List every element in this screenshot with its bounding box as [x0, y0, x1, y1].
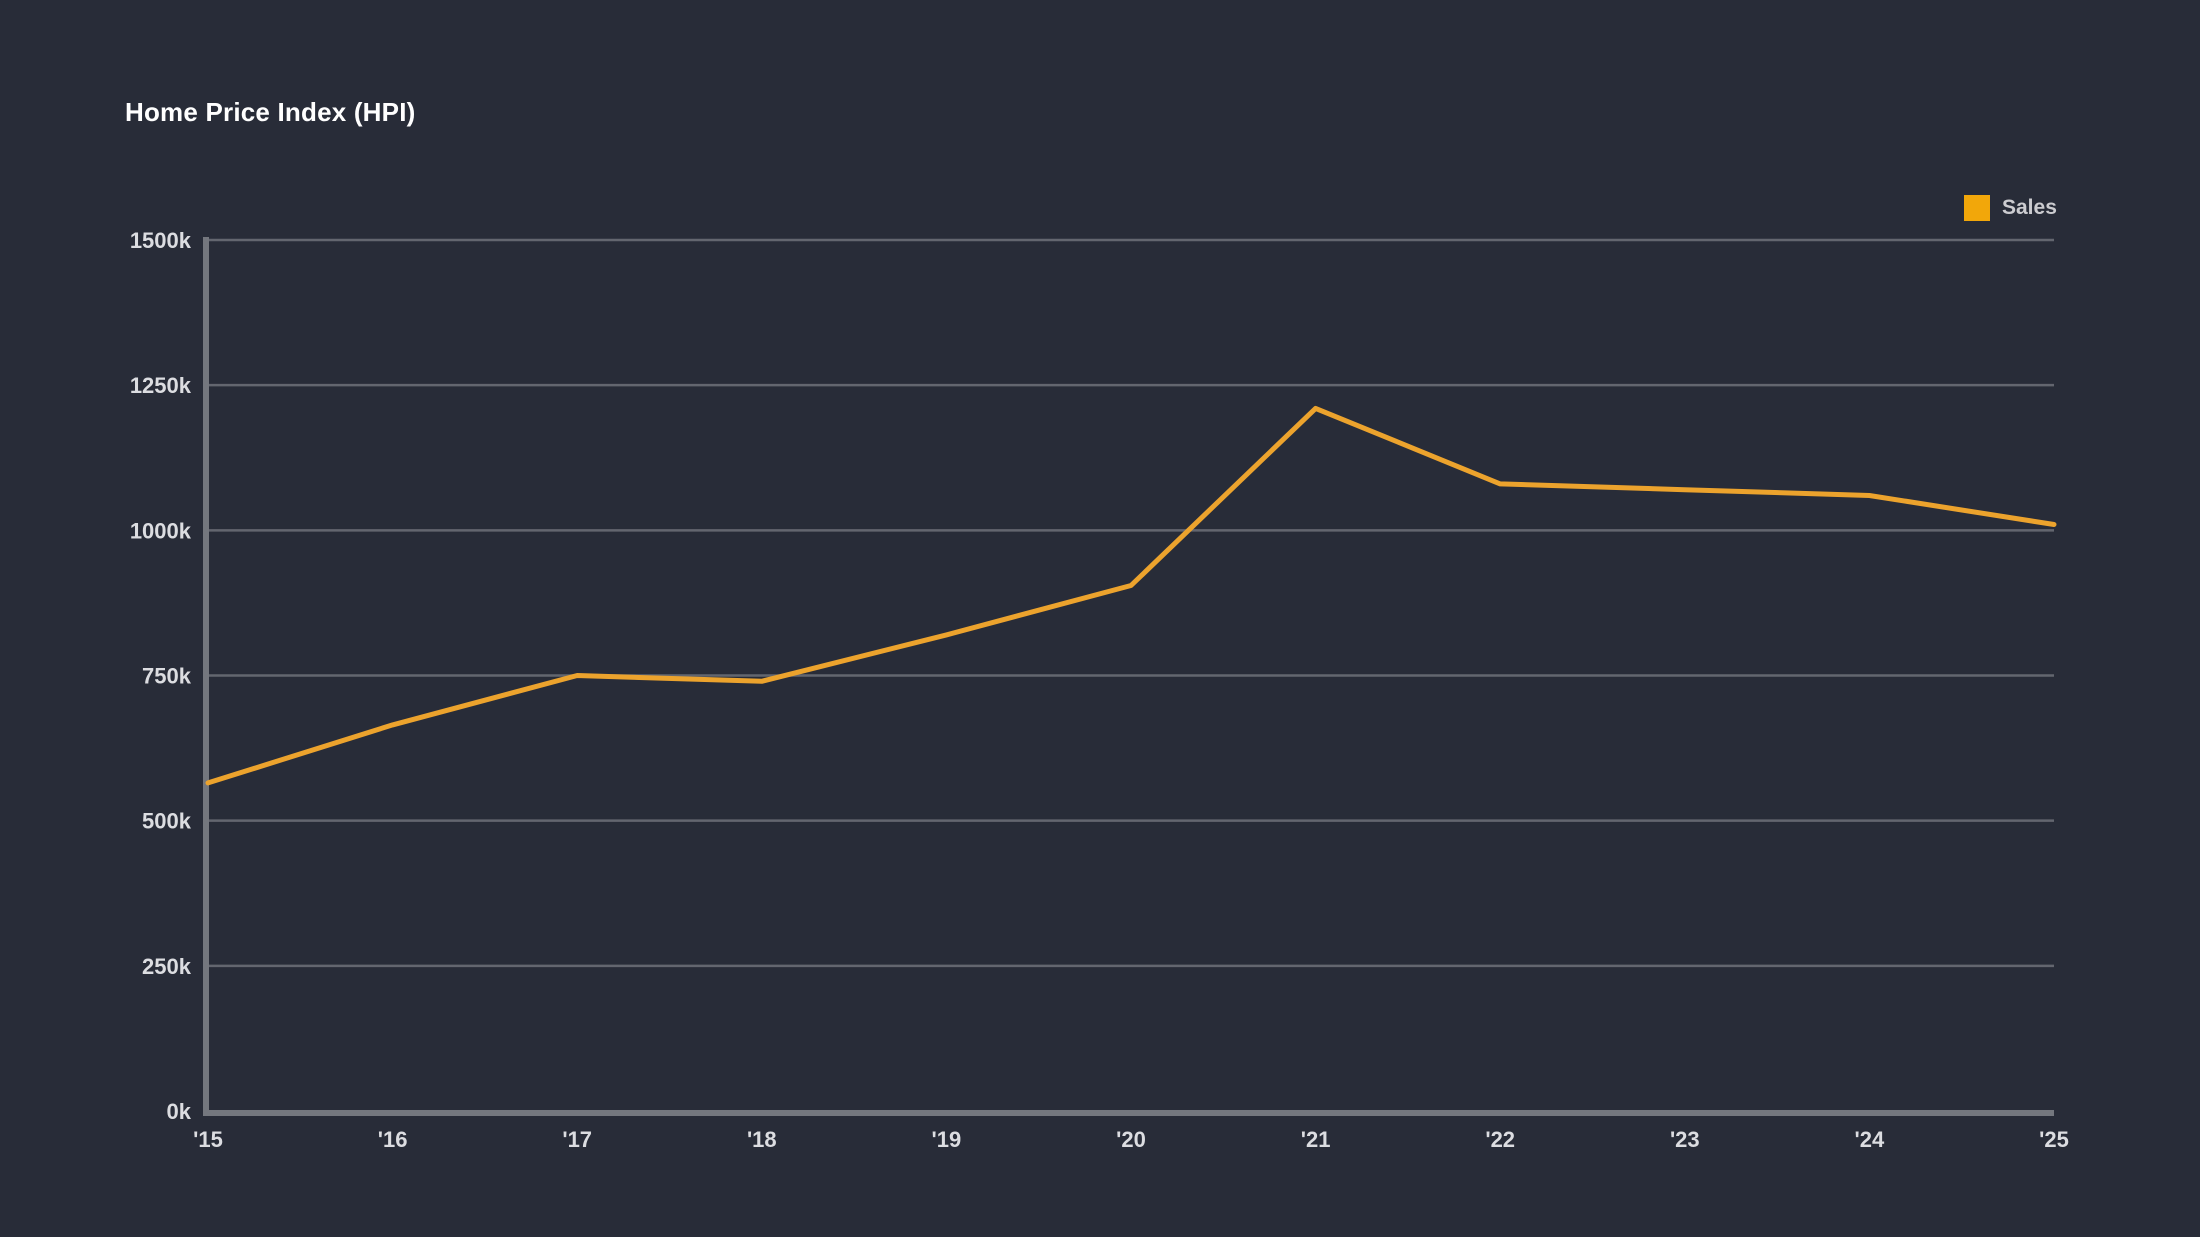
y-tick-label: 250k [142, 954, 192, 979]
y-tick-label: 0k [167, 1099, 192, 1124]
legend-label-sales: Sales [2002, 196, 2057, 219]
legend-item-sales[interactable]: Sales [1964, 195, 2057, 221]
gridlines [208, 238, 2054, 968]
y-tick-label: 500k [142, 809, 192, 834]
x-tick-label: '15 [193, 1127, 223, 1152]
axes [203, 237, 2054, 1116]
x-tick-label: '23 [1670, 1127, 1700, 1152]
y-tick-label: 1000k [130, 518, 192, 543]
y-tick-label: 1250k [130, 373, 192, 398]
x-tick-label: '20 [1116, 1127, 1146, 1152]
x-tick-label: '25 [2039, 1127, 2069, 1152]
x-tick-label: '24 [1855, 1127, 1885, 1152]
y-tick-label: 1500k [130, 228, 192, 253]
y-axis-labels: 0k 250k 500k 750k 1000k 1250k 1500k [130, 228, 192, 1124]
x-tick-label: '17 [562, 1127, 592, 1152]
x-tick-label: '16 [378, 1127, 408, 1152]
x-tick-label: '21 [1301, 1127, 1331, 1152]
x-tick-label: '22 [1485, 1127, 1515, 1152]
x-tick-label: '19 [932, 1127, 962, 1152]
sales-series-swatch-icon [1964, 195, 1990, 221]
y-tick-label: 750k [142, 664, 192, 689]
x-axis-labels: '15 '16 '17 '18 '19 '20 '21 '22 '23 '24 '25 [193, 1127, 2069, 1152]
x-tick-label: '18 [747, 1127, 777, 1152]
chart-title: Home Price Index (HPI) [125, 97, 416, 127]
series-line-sales [205, 405, 2057, 786]
